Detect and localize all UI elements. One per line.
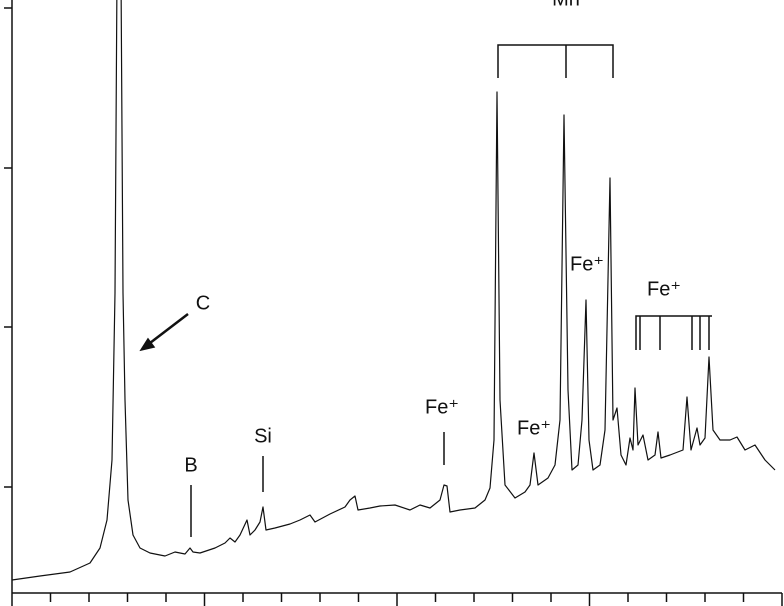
fe-bracket: [635, 315, 712, 350]
plot-area: [11, 0, 776, 581]
annotation-label: Fe⁺: [517, 417, 551, 439]
marker-lines: [139, 44, 712, 537]
annotation-label: Mn: [552, 0, 580, 10]
annotation-label: Si: [254, 425, 272, 447]
annotation-label: Fe⁺: [570, 253, 604, 275]
annotation-label: Fe⁺: [425, 396, 459, 418]
c-arrow: [149, 313, 189, 344]
annotation-label: B: [184, 454, 197, 476]
annotation-label: C: [196, 292, 210, 314]
annotation-label: Fe⁺: [647, 278, 681, 300]
mn-bracket: [497, 44, 614, 78]
spectrum-line: [11, 0, 776, 581]
c-arrowhead: [139, 337, 156, 352]
